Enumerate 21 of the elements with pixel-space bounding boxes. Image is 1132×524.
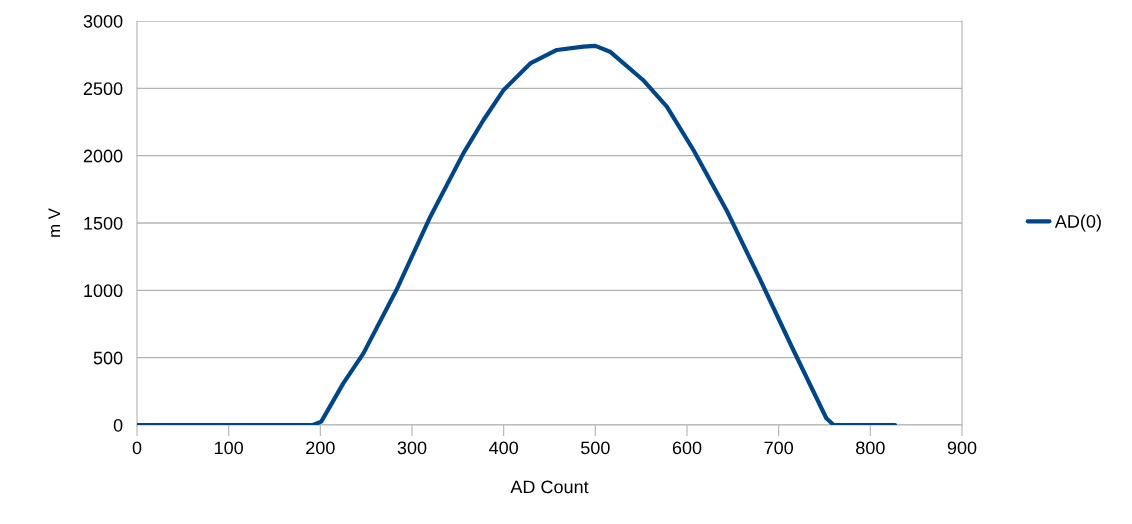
x-tick-label: 400 — [489, 441, 519, 455]
y-axis-title: m V — [48, 208, 61, 237]
x-tick-label: 100 — [214, 441, 244, 455]
y-tick-label: 1000 — [84, 284, 123, 298]
y-tick-label: 2000 — [83, 149, 123, 163]
x-tick-label: 200 — [306, 441, 335, 455]
x-tick-label: 900 — [947, 441, 977, 455]
y-tick-label: 3000 — [83, 14, 123, 28]
y-tick-label: 2500 — [83, 82, 123, 96]
x-tick-label: 800 — [856, 441, 885, 455]
x-tick-label: 0 — [132, 441, 142, 455]
y-tick-label: 0 — [113, 418, 123, 432]
x-tick-label: 700 — [764, 441, 794, 455]
x-tick-label: 300 — [397, 441, 427, 455]
legend-label: AD(0) — [1054, 214, 1101, 232]
y-tick-label: 1500 — [84, 216, 123, 230]
x-tick-label: 500 — [580, 441, 610, 455]
line-series — [137, 43, 898, 425]
x-axis-title: AD Count — [510, 480, 589, 494]
x-tick-label: 600 — [672, 441, 702, 455]
y-tick-label: 500 — [93, 351, 123, 365]
